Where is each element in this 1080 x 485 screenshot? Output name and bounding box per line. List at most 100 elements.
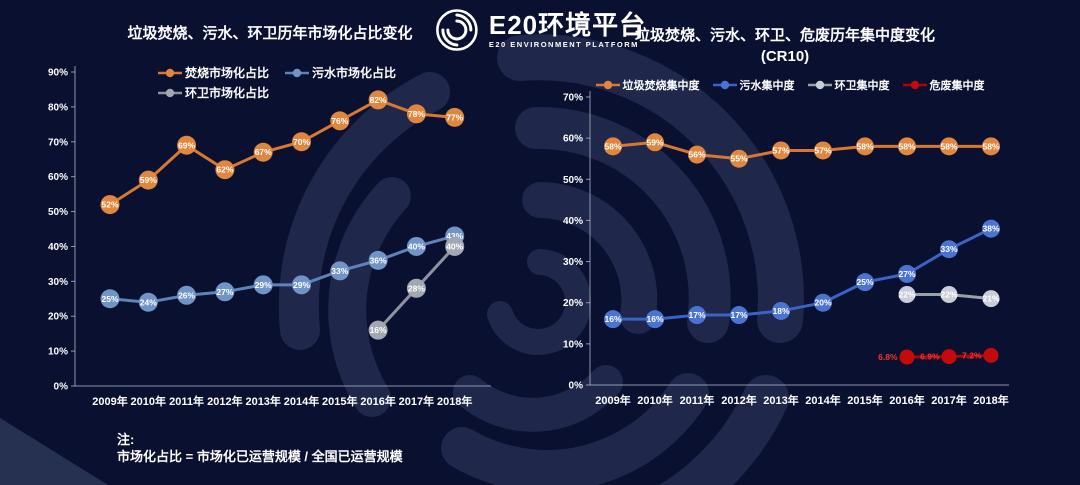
svg-text:77%: 77%: [446, 112, 463, 122]
svg-text:16%: 16%: [604, 314, 621, 324]
legend-item: 危废集中度: [902, 77, 985, 93]
svg-text:36%: 36%: [370, 255, 387, 265]
svg-text:7.2%: 7.2%: [962, 350, 982, 360]
svg-text:59%: 59%: [140, 175, 157, 185]
svg-text:29%: 29%: [255, 280, 272, 290]
svg-text:58%: 58%: [940, 141, 957, 151]
legend-marker-icon: [712, 80, 737, 90]
svg-text:24%: 24%: [140, 297, 157, 307]
svg-text:17%: 17%: [730, 310, 747, 320]
svg-text:2009年: 2009年: [595, 393, 630, 407]
svg-text:40%: 40%: [563, 216, 583, 227]
svg-text:50%: 50%: [563, 175, 583, 186]
logo-text: E20环境平台 E20 ENVIRONMENT PLATFORM: [489, 11, 646, 49]
svg-text:0%: 0%: [54, 382, 69, 393]
svg-text:78%: 78%: [408, 109, 425, 119]
left-chart-title: 垃圾焚烧、污水、环卫历年市场化占比变化: [127, 25, 413, 42]
svg-text:80%: 80%: [48, 102, 68, 113]
svg-text:58%: 58%: [856, 141, 873, 151]
svg-text:2016年: 2016年: [889, 393, 924, 407]
svg-text:18%: 18%: [772, 306, 789, 316]
legend-marker-icon: [595, 80, 620, 90]
svg-text:56%: 56%: [688, 150, 705, 160]
svg-text:10%: 10%: [563, 339, 583, 350]
svg-text:33%: 33%: [940, 244, 957, 254]
svg-text:2018年: 2018年: [437, 394, 472, 408]
svg-text:2016年: 2016年: [360, 394, 395, 408]
svg-text:2013年: 2013年: [763, 393, 798, 407]
svg-text:25%: 25%: [856, 277, 873, 287]
footnote: 注: 市场化占比 = 市场化已运营规模 / 全国已运营规模: [117, 431, 403, 465]
svg-text:16%: 16%: [370, 325, 387, 335]
svg-text:52%: 52%: [101, 200, 118, 210]
svg-text:6.8%: 6.8%: [878, 352, 898, 362]
svg-text:2011年: 2011年: [680, 393, 715, 407]
svg-text:17%: 17%: [688, 310, 705, 320]
svg-text:2018年: 2018年: [973, 393, 1008, 407]
svg-text:2015年: 2015年: [847, 393, 882, 407]
svg-text:29%: 29%: [293, 280, 310, 290]
svg-text:30%: 30%: [48, 277, 68, 288]
svg-text:69%: 69%: [178, 140, 195, 150]
svg-text:2013年: 2013年: [245, 394, 280, 408]
svg-text:0%: 0%: [569, 381, 584, 392]
svg-text:2014年: 2014年: [284, 394, 319, 408]
svg-text:26%: 26%: [178, 290, 195, 300]
svg-text:50%: 50%: [48, 207, 68, 218]
svg-text:58%: 58%: [898, 141, 915, 151]
svg-text:28%: 28%: [408, 283, 425, 293]
svg-text:10%: 10%: [48, 347, 68, 358]
legend-item: 焚烧市场化占比: [158, 64, 269, 81]
svg-text:43%: 43%: [446, 231, 463, 241]
svg-text:58%: 58%: [982, 141, 999, 151]
legend-label: 环卫集中度: [834, 80, 890, 92]
svg-text:2012年: 2012年: [721, 393, 756, 407]
svg-text:40%: 40%: [446, 241, 463, 251]
svg-text:90%: 90%: [48, 68, 68, 79]
legend-marker-icon: [158, 68, 182, 77]
legend-label: 焚烧市场化占比: [185, 66, 270, 80]
svg-text:22%: 22%: [898, 289, 915, 299]
footnote-line1: 注:: [117, 432, 135, 447]
legend-marker-icon: [807, 80, 832, 90]
logo: E20环境平台 E20 ENVIRONMENT PLATFORM: [434, 7, 646, 53]
svg-text:62%: 62%: [216, 165, 233, 175]
svg-text:55%: 55%: [730, 154, 747, 164]
svg-text:60%: 60%: [563, 134, 583, 145]
svg-text:82%: 82%: [370, 95, 387, 105]
svg-text:57%: 57%: [814, 145, 831, 155]
legend-label: 危废集中度: [929, 80, 985, 92]
svg-text:25%: 25%: [101, 294, 118, 304]
svg-text:38%: 38%: [982, 224, 999, 234]
svg-text:40%: 40%: [48, 242, 68, 253]
svg-text:2010年: 2010年: [637, 393, 672, 407]
svg-text:6.9%: 6.9%: [920, 352, 940, 362]
legend-marker-icon: [158, 88, 182, 97]
svg-text:16%: 16%: [646, 314, 663, 324]
footnote-line2: 市场化占比 = 市场化已运营规模 / 全国已运营规模: [117, 449, 403, 464]
legend-label: 环卫市场化占比: [185, 86, 270, 100]
svg-text:2009年: 2009年: [92, 394, 127, 408]
svg-text:22%: 22%: [940, 289, 957, 299]
svg-text:57%: 57%: [772, 145, 789, 155]
logo-subtitle: E20 ENVIRONMENT PLATFORM: [488, 40, 639, 49]
svg-text:21%: 21%: [982, 294, 999, 304]
svg-text:2015年: 2015年: [322, 394, 357, 408]
svg-text:20%: 20%: [563, 298, 583, 309]
logo-title: E20环境平台: [488, 10, 647, 40]
svg-text:76%: 76%: [331, 116, 348, 126]
svg-text:20%: 20%: [48, 312, 68, 323]
svg-text:2011年: 2011年: [169, 394, 204, 408]
e20-logo-icon: [436, 9, 478, 51]
svg-text:2017年: 2017年: [931, 393, 966, 407]
svg-text:2017年: 2017年: [399, 394, 434, 408]
legend-item: 环卫集中度: [807, 77, 890, 93]
svg-text:58%: 58%: [604, 141, 621, 151]
svg-text:27%: 27%: [898, 269, 915, 279]
svg-text:27%: 27%: [216, 287, 233, 297]
svg-text:2010年: 2010年: [131, 394, 166, 408]
svg-text:33%: 33%: [331, 266, 348, 276]
svg-text:40%: 40%: [408, 241, 425, 251]
svg-text:2012年: 2012年: [207, 394, 242, 408]
